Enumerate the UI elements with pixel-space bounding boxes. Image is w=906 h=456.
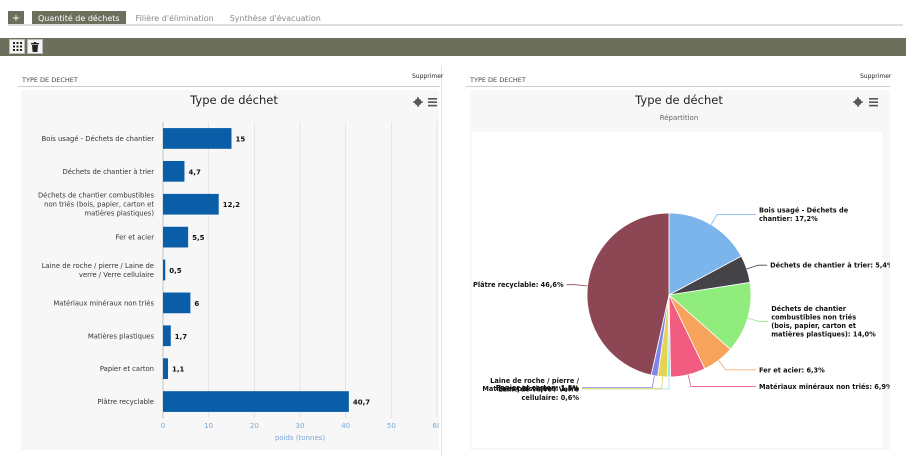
- pie-connector: [582, 376, 663, 390]
- pie-connector: [687, 374, 756, 387]
- bar[interactable]: [163, 325, 171, 347]
- pie-slice-label: Déchets de chantier combustibles non trié…: [771, 305, 876, 339]
- bar[interactable]: [163, 292, 191, 314]
- tab-divider: [8, 24, 903, 26]
- bar[interactable]: [163, 259, 166, 281]
- category-label: Laine de roche / pierre / Laine de verre …: [42, 262, 154, 279]
- x-tick-label: 40: [341, 422, 350, 430]
- panel-delete-link[interactable]: Supprimer: [412, 73, 444, 80]
- x-tick-label: 20: [250, 422, 259, 430]
- category-label: Matières plastiques: [88, 332, 155, 340]
- panel-rule: [18, 86, 440, 87]
- pie-slice[interactable]: [668, 281, 752, 350]
- bar-value-label: 40,7: [353, 399, 370, 407]
- pie-chart: Type de déchet Répartition Bois usagé - …: [472, 93, 894, 448]
- bar[interactable]: [163, 358, 169, 380]
- chart-subtitle: Répartition: [660, 114, 699, 122]
- category-label: Papier et carton: [100, 365, 154, 373]
- tab-filiere-elimination[interactable]: Filière d'élimination: [135, 13, 214, 23]
- bar-value-label: 15: [236, 135, 246, 143]
- tab-bar: + Quantité de déchets Filière d'éliminat…: [8, 10, 331, 26]
- bar-chart-container: Type de déchet 15 4,7 12,2 5,5 0,5 6 1,7 1,1 40,…: [21, 90, 442, 450]
- bar-chart: Type de déchet 15 4,7 12,2 5,5 0,5 6 1,7 1,1 40,…: [38, 93, 442, 442]
- chart-title: Type de déchet: [189, 93, 278, 107]
- x-tick-label: 30: [296, 422, 305, 430]
- menu-icon[interactable]: [869, 98, 878, 107]
- x-tick-label: 60: [433, 422, 439, 430]
- grid-icon: [12, 42, 22, 51]
- pie-connector: [582, 375, 655, 388]
- tab-quantite-dechets[interactable]: Quantité de déchets: [32, 11, 126, 25]
- trash-icon: [31, 41, 39, 52]
- toolbar: [0, 38, 906, 56]
- pie-slice-label: Matériaux minéraux non triés: 6,9%: [759, 383, 890, 391]
- pie-slice-label: Plâtre recyclable: 46,6%: [473, 281, 564, 289]
- panel-title: TYPE DE DECHET: [22, 76, 78, 84]
- x-tick-label: 50: [387, 422, 396, 430]
- category-label: Déchets de chantier à trier: [62, 168, 154, 176]
- bar-value-label: 5,5: [192, 234, 205, 242]
- add-tab-button[interactable]: +: [8, 11, 24, 25]
- grid-view-button[interactable]: [9, 39, 25, 54]
- bar[interactable]: [163, 226, 189, 248]
- bar-value-label: 1,7: [175, 333, 188, 341]
- menu-icon[interactable]: [428, 98, 437, 107]
- x-tick-label: 10: [204, 422, 213, 430]
- bar[interactable]: [163, 391, 349, 412]
- category-label: Plâtre recyclable: [97, 398, 154, 406]
- panel-rule: [466, 86, 890, 87]
- pie-connector: [566, 284, 588, 287]
- bar-value-label: 6: [194, 300, 199, 308]
- bar-value-label: 1,1: [172, 366, 185, 374]
- pie-chart-container: Type de déchet Répartition Bois usagé - …: [470, 90, 894, 450]
- pie-slice[interactable]: [668, 212, 742, 296]
- panel-delete-link[interactable]: Supprimer: [860, 73, 892, 80]
- pie-connector: [746, 264, 768, 270]
- pie-slice-label: Déchets de chantier à trier: 5,4%: [770, 262, 890, 270]
- category-label: Fer et acier: [116, 234, 155, 242]
- gear-icon[interactable]: [853, 97, 863, 107]
- pie-slice-label: Fer et acier: 6,3%: [759, 366, 825, 374]
- pie-connector: [747, 317, 769, 322]
- bar[interactable]: [163, 193, 219, 215]
- pie-slice-label: Laine de roche / pierre / Laine de verre …: [490, 377, 579, 402]
- chart-title: Type de déchet: [634, 93, 723, 107]
- pie-connector: [718, 360, 756, 371]
- category-label: Bois usagé - Déchets de chantier: [42, 135, 155, 143]
- category-label: Déchets de chantier combustibles non trié…: [38, 192, 154, 218]
- x-tick-label: 0: [161, 422, 165, 430]
- tab-synthese-evacuation[interactable]: Synthèse d'évacuation: [229, 13, 321, 23]
- pie-slice-label: Matières plastiques: 1,9%: [482, 385, 579, 393]
- pie-slice-label: Papier et carton: 1,3%: [496, 384, 580, 392]
- panel-pie-chart: TYPE DE DECHET Supprimer Type de déchet …: [466, 66, 894, 456]
- bar-value-label: 12,2: [223, 201, 240, 209]
- pie-connector: [710, 213, 756, 225]
- delete-button[interactable]: [27, 39, 43, 54]
- pie-slice-label: Bois usagé - Déchets de chantier: 17,2%: [759, 207, 849, 223]
- bar[interactable]: [163, 160, 185, 182]
- category-label: Matériaux minéraux non triés: [53, 299, 154, 307]
- bar[interactable]: [163, 128, 232, 149]
- x-axis-label: poids (tonnes): [275, 434, 326, 442]
- bar-value-label: 0,5: [169, 267, 182, 275]
- panel-title: TYPE DE DECHET: [470, 76, 526, 84]
- panel-bar-chart: TYPE DE DECHET Supprimer Type de déchet …: [18, 66, 444, 456]
- gear-icon[interactable]: [413, 97, 423, 107]
- bar-value-label: 4,7: [188, 168, 201, 176]
